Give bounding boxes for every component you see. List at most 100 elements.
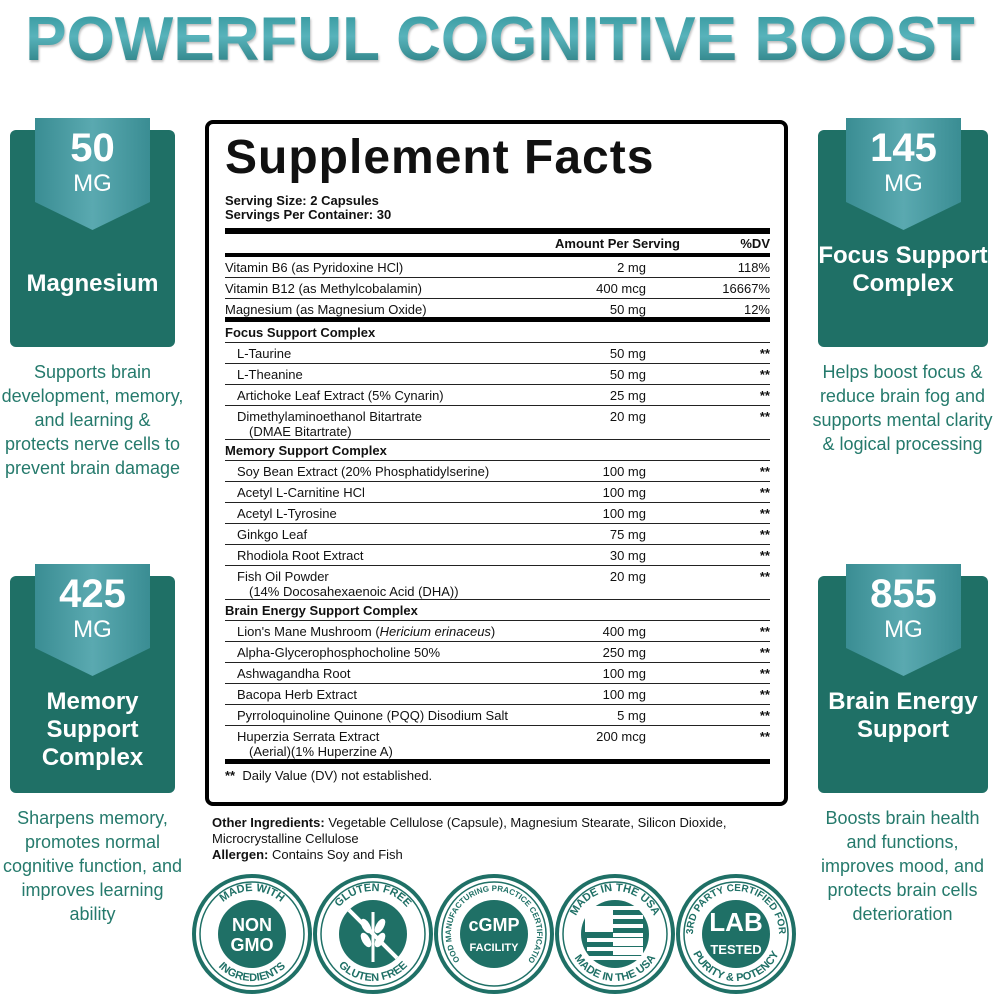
section-header: Memory Support Complex bbox=[225, 440, 770, 461]
nutrient-name: L-Theanine bbox=[237, 367, 303, 382]
amount: 100 mg bbox=[602, 485, 646, 500]
daily-value: ** bbox=[759, 464, 770, 479]
energy-card: 855 MG Brain Energy Support bbox=[818, 564, 988, 793]
daily-value: ** bbox=[759, 388, 770, 403]
nutrient-name: L-Taurine bbox=[237, 346, 292, 361]
nutrient-name: Acetyl L-Tyrosine bbox=[237, 506, 337, 521]
nutrient-name: Soy Bean Extract (20% Phosphatidylserine… bbox=[237, 464, 490, 479]
amount: 50 mg bbox=[609, 367, 646, 382]
nutrient-row: Rhodiola Root Extract 30 mg ** bbox=[225, 545, 770, 566]
nutrient-name: Ginkgo Leaf bbox=[237, 527, 308, 542]
facts-title: Supplement Facts bbox=[225, 131, 655, 184]
wheat-icon bbox=[347, 908, 399, 962]
amount: 100 mg bbox=[602, 464, 646, 479]
amount: 5 mg bbox=[617, 708, 646, 723]
nutrient-name: Dimethylaminoethanol Bitartrate (DMAE Bit… bbox=[237, 409, 422, 439]
nutrient-name: Artichoke Leaf Extract (5% Cynarin) bbox=[237, 388, 444, 403]
daily-value: ** bbox=[759, 569, 770, 584]
daily-value: ** bbox=[759, 548, 770, 563]
nutrient-name: Pyrroloquinoline Quinone (PQQ) Disodium … bbox=[237, 708, 508, 723]
amount: 100 mg bbox=[602, 687, 646, 702]
card-name: Brain Energy Support bbox=[828, 688, 978, 743]
daily-value: 118% bbox=[737, 260, 770, 275]
nutrient-name: Vitamin B12 (as Methylcobalamin) bbox=[225, 281, 423, 296]
badge-center-subtext: TESTED bbox=[710, 942, 761, 957]
daily-value: ** bbox=[759, 624, 770, 639]
lab-tested-badge: 3RD PARTY CERTIFIED FOR PURITY & POTENCY… bbox=[676, 874, 796, 994]
magnesium-desc: Supports brain development, memory, and … bbox=[1, 362, 184, 478]
daily-value: ** bbox=[759, 367, 770, 382]
amount: 100 mg bbox=[602, 506, 646, 521]
amount: 75 mg bbox=[609, 527, 646, 542]
nutrient-name: Lion's Mane Mushroom (Hericium erinaceus… bbox=[237, 624, 496, 639]
nutrient-name: Huperzia Serrata Extract (Aerial)(1% Hupe… bbox=[237, 729, 393, 759]
amount: 100 mg bbox=[602, 666, 646, 681]
nutrient-name: Vitamin B6 (as Pyridoxine HCl) bbox=[225, 260, 404, 275]
nutrient-row: Alpha-Glycerophosphocholine 50% 250 mg ** bbox=[225, 642, 770, 663]
daily-value: ** bbox=[759, 645, 770, 660]
nutrient-row: L-Taurine 50 mg ** bbox=[225, 343, 770, 364]
badge-center-subtext: GMO bbox=[231, 935, 274, 955]
amount: 25 mg bbox=[609, 388, 646, 403]
card-name: Memory Support Complex bbox=[41, 688, 144, 771]
supplement-facts-panel: Supplement Facts Serving Size: 2 Capsule… bbox=[205, 120, 788, 806]
facts-rows: Vitamin B6 (as Pyridoxine HCl) 2 mg 118% Vi… bbox=[225, 257, 770, 764]
divider bbox=[225, 228, 770, 234]
nutrient-row: Magnesium (as Magnesium Oxide) 50 mg 12% bbox=[225, 299, 770, 322]
nutrient-name: Fish Oil Powder (14% Docosahexaenoic Acid… bbox=[237, 569, 459, 599]
nutrient-name: Brain Energy Support Complex bbox=[225, 603, 418, 618]
nutrient-row: Bacopa Herb Extract 100 mg ** bbox=[225, 684, 770, 705]
focus-desc: Helps boost focus & reduce brain fog and… bbox=[812, 362, 993, 454]
daily-value: 12% bbox=[743, 302, 770, 317]
amount-banner: 50 MG bbox=[35, 118, 150, 230]
nutrient-name: Acetyl L-Carnitine HCl bbox=[237, 485, 365, 500]
serving-size: Serving Size: 2 Capsules bbox=[225, 193, 379, 208]
nutrient-row: L-Theanine 50 mg ** bbox=[225, 364, 770, 385]
section-header: Brain Energy Support Complex bbox=[225, 600, 770, 621]
amount-column-header: Amount Per Serving bbox=[555, 236, 680, 251]
daily-value: ** bbox=[759, 527, 770, 542]
daily-value: ** bbox=[759, 729, 770, 744]
badge-center-subtext: FACILITY bbox=[470, 942, 520, 954]
card-name: Focus Support Complex bbox=[818, 242, 988, 297]
amount: 30 mg bbox=[609, 548, 646, 563]
nutrient-row: Vitamin B6 (as Pyridoxine HCl) 2 mg 118% bbox=[225, 257, 770, 278]
footnote: ** Daily Value (DV) not established. bbox=[225, 768, 433, 783]
other-ingredients: Other Ingredients: Vegetable Cellulose (… bbox=[212, 815, 727, 862]
non-gmo-badge: MADE WITH INGREDIENTS NON GMO bbox=[192, 874, 312, 994]
focus-card: 145 MG Focus Support Complex bbox=[818, 118, 988, 347]
gluten-free-badge: GLUTEN FREE GLUTEN FREE bbox=[313, 874, 433, 994]
divider bbox=[225, 253, 770, 257]
nutrient-row: Fish Oil Powder (14% Docosahexaenoic Acid… bbox=[225, 566, 770, 600]
nutrient-row: Lion's Mane Mushroom (Hericium erinaceus… bbox=[225, 621, 770, 642]
made-in-usa-badge: MADE IN THE USA MADE IN THE USA bbox=[555, 874, 675, 994]
us-flag-icon bbox=[585, 906, 643, 960]
nutrient-name: Focus Support Complex bbox=[225, 325, 376, 340]
nutrient-row: Huperzia Serrata Extract (Aerial)(1% Hupe… bbox=[225, 726, 770, 764]
daily-value: ** bbox=[759, 687, 770, 702]
nutrient-row: Dimethylaminoethanol Bitartrate (DMAE Bit… bbox=[225, 406, 770, 440]
nutrient-row: Acetyl L-Tyrosine 100 mg ** bbox=[225, 503, 770, 524]
amount-banner: 145 MG bbox=[846, 118, 961, 230]
nutrient-row: Artichoke Leaf Extract (5% Cynarin) 25 mg… bbox=[225, 385, 770, 406]
amount: 20 mg bbox=[609, 569, 646, 584]
nutrient-name: Magnesium (as Magnesium Oxide) bbox=[225, 302, 427, 317]
memory-desc: Sharpens memory, promotes normal cogniti… bbox=[2, 808, 183, 924]
dv-column-header: %DV bbox=[740, 236, 770, 251]
amount: 400 mg bbox=[602, 624, 646, 639]
card-name: Magnesium bbox=[26, 270, 159, 297]
nutrient-name: Rhodiola Root Extract bbox=[237, 548, 364, 563]
daily-value: ** bbox=[759, 346, 770, 361]
amount: 20 mg bbox=[609, 409, 646, 424]
nutrient-row: Pyrroloquinoline Quinone (PQQ) Disodium … bbox=[225, 705, 770, 726]
daily-value: 16667% bbox=[722, 281, 770, 296]
headline: POWERFUL COGNITIVE BOOST bbox=[25, 5, 975, 74]
daily-value: ** bbox=[759, 409, 770, 424]
nutrient-row: Ashwagandha Root 100 mg ** bbox=[225, 663, 770, 684]
amount: 400 mcg bbox=[596, 281, 646, 296]
nutrient-row: Vitamin B12 (as Methylcobalamin) 400 mcg 1… bbox=[225, 278, 770, 299]
daily-value: ** bbox=[759, 708, 770, 723]
nutrient-row: Soy Bean Extract (20% Phosphatidylserine… bbox=[225, 461, 770, 482]
nutrient-row: Acetyl L-Carnitine HCl 100 mg ** bbox=[225, 482, 770, 503]
amount: 50 mg bbox=[609, 302, 646, 317]
